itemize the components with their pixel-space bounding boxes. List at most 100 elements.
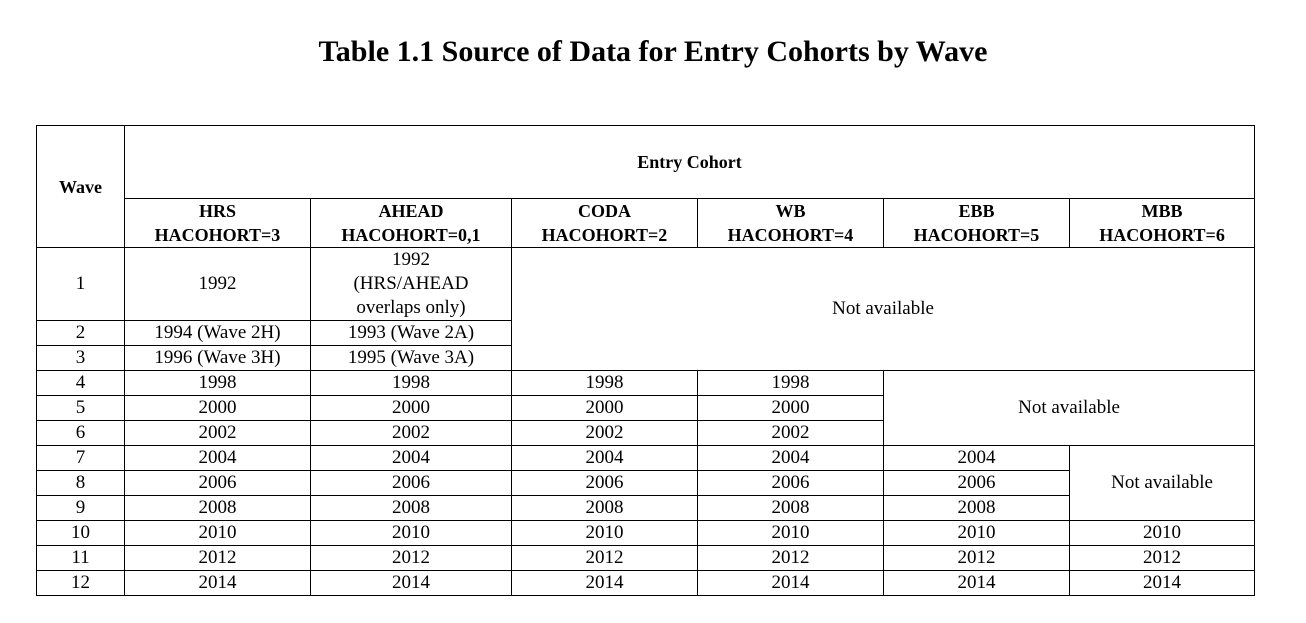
cohort-code: HACOHORT=0,1 <box>341 225 481 245</box>
ahead-line: (HRS/AHEAD <box>353 273 469 294</box>
cell-ahead: 1995 (Wave 3A) <box>310 345 512 371</box>
cell-wb: 2008 <box>697 495 884 521</box>
not-available-waves-7-9: Not available <box>1068 445 1256 521</box>
cohort-code: HACOHORT=3 <box>154 225 281 245</box>
wave-number: 11 <box>36 545 125 571</box>
cohort-name: MBB <box>1141 201 1183 221</box>
cell-ebb: 2008 <box>883 495 1070 521</box>
cohort-name: WB <box>775 201 806 221</box>
cell-coda: 2002 <box>511 420 698 446</box>
cell-coda: 2006 <box>511 470 698 496</box>
not-available-waves-4-6: Not available <box>882 370 1256 446</box>
wave-number: 12 <box>36 570 125 596</box>
cell-hrs: 2014 <box>124 570 311 596</box>
cell-wb: 2004 <box>697 445 884 471</box>
cell-coda: 2012 <box>511 545 698 571</box>
cohort-header-coda: CODA HACOHORT=2 <box>511 198 698 248</box>
cohort-name: CODA <box>578 201 631 221</box>
cohort-code: HACOHORT=4 <box>727 225 854 245</box>
wave-header: Wave <box>36 125 125 248</box>
cell-ahead: 1998 <box>310 370 512 396</box>
cohort-header-ahead: AHEAD HACOHORT=0,1 <box>310 198 512 248</box>
cell-hrs: 1992 <box>124 247 311 321</box>
cell-hrs: 2008 <box>124 495 311 521</box>
wave-number: 2 <box>36 320 125 346</box>
cell-hrs: 2002 <box>124 420 311 446</box>
wave-number: 8 <box>36 470 125 496</box>
cell-hrs: 1994 (Wave 2H) <box>124 320 311 346</box>
cohort-code: HACOHORT=2 <box>541 225 668 245</box>
cell-mbb: 2010 <box>1068 520 1256 546</box>
table-row: 12 2014 2014 2014 2014 2014 2014 <box>36 570 1256 596</box>
cell-wb: 2014 <box>697 570 884 596</box>
ahead-line: overlaps only) <box>356 297 466 318</box>
cell-coda: 2010 <box>511 520 698 546</box>
wave-number: 6 <box>36 420 125 446</box>
cell-ahead: 2004 <box>310 445 512 471</box>
cell-ahead: 1993 (Wave 2A) <box>310 320 512 346</box>
cell-coda: 1998 <box>511 370 698 396</box>
cohort-code: HACOHORT=5 <box>913 225 1040 245</box>
cell-ahead: 2000 <box>310 395 512 421</box>
cell-wb: 2002 <box>697 420 884 446</box>
cell-coda: 2004 <box>511 445 698 471</box>
cell-ebb: 2012 <box>883 545 1070 571</box>
cell-coda: 2008 <box>511 495 698 521</box>
cell-hrs: 1998 <box>124 370 311 396</box>
cohort-code: HACOHORT=6 <box>1099 225 1225 245</box>
cell-ahead: 2006 <box>310 470 512 496</box>
cohort-name: HRS <box>198 201 236 221</box>
wave-number: 1 <box>36 247 125 321</box>
table-row: 10 2010 2010 2010 2010 2010 2010 <box>36 520 1256 546</box>
cell-hrs: 2010 <box>124 520 311 546</box>
table-row: 6 2002 2002 2002 2002 <box>36 420 1255 446</box>
table-row: 11 2012 2012 2012 2012 2012 2012 <box>36 545 1256 571</box>
cell-ahead: 1992 (HRS/AHEAD overlaps only) <box>310 247 512 321</box>
cell-wb: 2012 <box>697 545 884 571</box>
entry-cohort-header: Entry Cohort <box>123 125 1256 199</box>
cohort-header-wb: WB HACOHORT=4 <box>697 198 884 248</box>
table-row: 4 1998 1998 1998 1998 Not available <box>36 370 1256 446</box>
cell-wb: 2000 <box>697 395 884 421</box>
cohort-header-hrs: HRS HACOHORT=3 <box>124 198 311 248</box>
cell-hrs: 1996 (Wave 3H) <box>124 345 311 371</box>
cell-hrs: 2004 <box>124 445 311 471</box>
cohort-name: AHEAD <box>378 201 444 221</box>
table-row: 2 1994 (Wave 2H) 1993 (Wave 2A) <box>36 320 1255 346</box>
cell-wb: 2006 <box>697 470 884 496</box>
cell-ahead: 2008 <box>310 495 512 521</box>
cell-hrs: 2000 <box>124 395 311 421</box>
wave-number: 4 <box>36 370 125 396</box>
cell-mbb: 2014 <box>1068 570 1256 596</box>
cell-hrs: 2012 <box>124 545 311 571</box>
table-row: 1 1992 1992 (HRS/AHEAD overlaps only) Not … <box>36 247 1256 371</box>
cohort-table: Wave Entry Cohort HRS HACOHORT=3 AHEAD HAC… <box>36 125 1256 596</box>
table-title: Table 1.1 Source of Data for Entry Cohor… <box>318 35 988 68</box>
wave-number: 7 <box>36 445 125 471</box>
table-row: 7 2004 2004 2004 2004 2004 Not available <box>36 445 1256 521</box>
ahead-line: 1992 <box>392 249 430 270</box>
cell-coda: 2014 <box>511 570 698 596</box>
cell-mbb: 2012 <box>1068 545 1256 571</box>
cell-wb: 2010 <box>697 520 884 546</box>
wave-number: 3 <box>36 345 125 371</box>
cell-ebb: 2004 <box>883 445 1070 471</box>
header-row-cohorts: HRS HACOHORT=3 AHEAD HACOHORT=0,1 CODA HACO… <box>37 198 1256 248</box>
cell-ahead: 2002 <box>310 420 512 446</box>
table-row: 3 1996 (Wave 3H) 1995 (Wave 3A) <box>36 345 1255 371</box>
cell-ebb: 2014 <box>883 570 1070 596</box>
cohort-header-mbb: MBB HACOHORT=6 <box>1068 198 1256 248</box>
cell-wb: 1998 <box>697 370 884 396</box>
cohort-name: EBB <box>958 201 995 221</box>
cell-ebb: 2006 <box>883 470 1070 496</box>
cell-ahead: 2010 <box>310 520 512 546</box>
cell-ebb: 2010 <box>883 520 1070 546</box>
cell-coda: 2000 <box>511 395 698 421</box>
table-row: 9 2008 2008 2008 2008 2008 <box>36 495 1255 521</box>
wave-number: 9 <box>36 495 125 521</box>
cell-ahead: 2012 <box>310 545 512 571</box>
header-row-entry-cohort: Wave Entry Cohort <box>36 125 1256 248</box>
wave-number: 10 <box>36 520 125 546</box>
cell-ahead: 2014 <box>310 570 512 596</box>
not-available-waves-1-3: Not available <box>510 247 1256 371</box>
